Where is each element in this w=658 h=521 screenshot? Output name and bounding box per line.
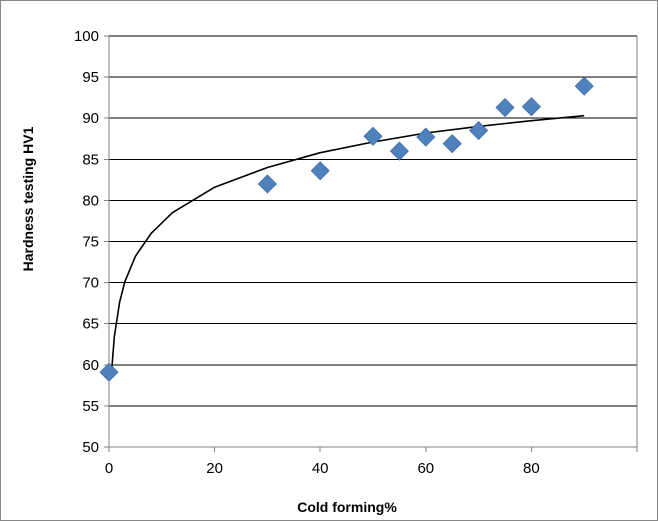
y-tick-labels: 50 55 60 65 70 75 80 85 90 95 100 [74,28,99,456]
y-axis-title: Hardness testing HV1 [20,126,36,271]
x-tick-label: 60 [417,460,434,477]
y-tick-label: 95 [82,69,99,86]
x-tick-label: 20 [206,460,223,477]
data-point [99,362,119,382]
x-tick-labels: 0 20 40 60 80 [105,460,540,477]
data-point [442,134,462,154]
data-point [469,120,489,141]
data-point [389,141,409,161]
trendline [110,114,585,372]
x-tick-label: 0 [105,460,113,477]
y-tick-label: 75 [82,234,99,251]
data-point [257,174,277,194]
y-tick-label: 65 [82,316,99,333]
y-tick-label: 80 [82,192,99,209]
x-tick-label: 80 [523,460,540,477]
trendline-group [110,114,585,372]
y-tick-label: 90 [82,110,99,127]
y-tick-label: 60 [82,357,99,374]
gridlines [109,35,637,407]
axes [104,35,638,452]
y-tick-label: 100 [74,28,99,45]
data-point [363,126,383,146]
y-tick-label: 85 [82,151,99,168]
data-point [574,76,594,96]
x-tick-label: 40 [312,460,329,477]
data-point [310,161,330,181]
x-axis-title: Cold forming% [297,499,397,515]
data-point [495,97,515,118]
data-point [416,127,436,147]
y-tick-label: 50 [82,439,99,456]
data-point [521,97,541,117]
y-tick-label: 70 [82,275,99,292]
data-points [99,76,594,382]
y-tick-label: 55 [82,398,99,415]
